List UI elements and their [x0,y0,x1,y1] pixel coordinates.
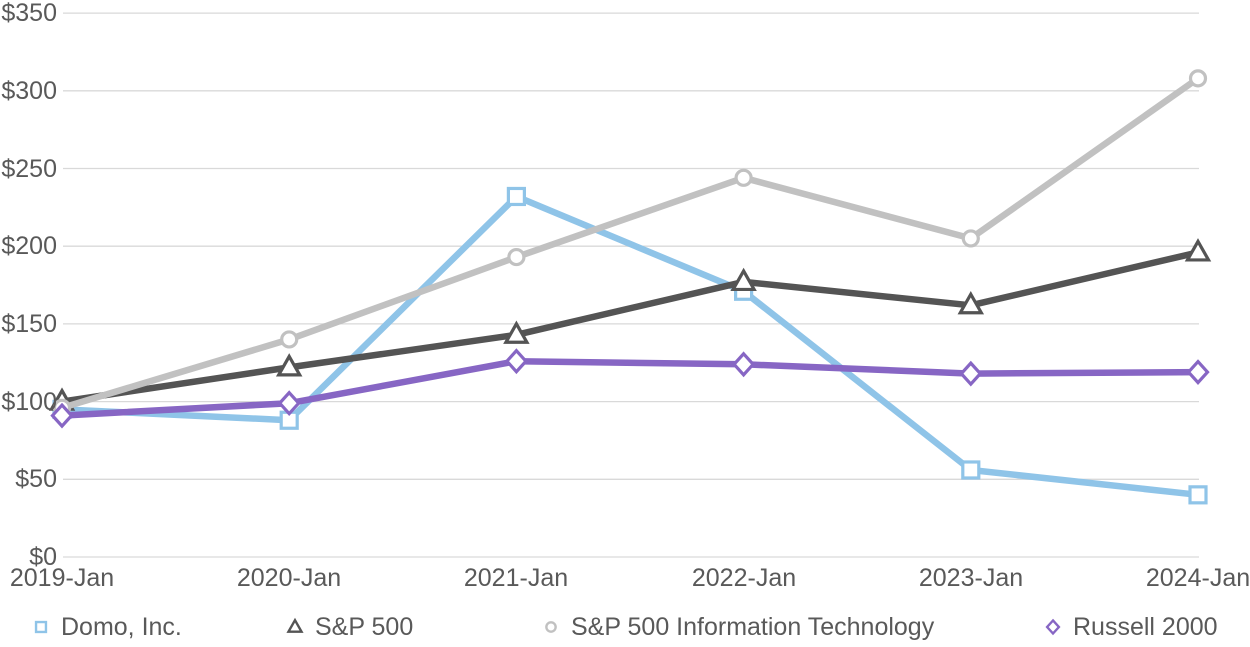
series-line-russell2000 [58,357,1202,419]
data-point-russell2000-2024-Jan [1186,359,1210,385]
data-point-sp500-2023-Jan [957,291,985,315]
y-axis-tick-label: $100 [1,388,57,416]
data-point-russell2000-2021-Jan [504,348,529,375]
y-axis-tick-label: $300 [1,77,57,105]
legend-triangle-glyph [286,617,304,633]
data-point-sp500-it-2023-Jan [961,229,980,248]
data-point-sp500-2022-Jan [730,267,757,292]
legend-square-icon [34,620,48,634]
legend-circle-glyph [545,621,557,633]
x-axis-tick-label: 2021-Jan [463,564,569,592]
x-axis-tick-label: 2019-Jan [9,564,115,592]
data-point-sp500-it-2024-Jan [1188,69,1208,88]
legend-item-russell2000: Russell 2000 [1042,611,1218,643]
legend-label: Domo, Inc. [61,612,182,641]
legend-diamond-glyph [1045,618,1061,636]
series-line-sp500 [58,249,1202,405]
y-axis-tick-label: $150 [1,310,57,338]
data-point-domo-2024-Jan [1188,485,1208,505]
legend-label: S&P 500 Information Technology [571,612,935,641]
data-point-sp500-2020-Jan [275,353,303,377]
data-point-domo-2023-Jan [961,460,981,480]
legend-label: S&P 500 [315,612,414,641]
x-axis-tick-label: 2022-Jan [691,564,797,592]
data-point-russell2000-2023-Jan [959,360,983,387]
y-axis-tick-label: $50 [15,465,57,493]
series-line-domo [58,193,1202,499]
data-point-sp500-2021-Jan [503,320,530,344]
data-point-sp500-it-2020-Jan [280,330,299,349]
legend-item-sp500: S&P 500 [284,611,413,643]
x-axis-tick-label: 2020-Jan [236,564,342,592]
y-axis-tick-label: $350 [1,0,57,27]
legend-triangle-icon [286,617,304,633]
data-point-russell2000-2019-Jan [50,402,74,429]
series-line-sp500-it [58,75,1202,412]
x-axis-tick-label: 2024-Jan [1145,564,1250,592]
legend-diamond-icon [1045,618,1061,636]
data-point-sp500-it-2022-Jan [734,168,753,187]
legend-item-domo: Domo, Inc. [30,611,182,643]
data-point-russell2000-2020-Jan [277,390,301,417]
legend-item-sp500-it: S&P 500 Information Technology [540,611,934,643]
legend-square-glyph [34,620,48,634]
x-axis-tick-label: 2023-Jan [918,564,1024,592]
data-point-russell2000-2022-Jan [731,351,756,378]
y-axis-tick-label: $200 [1,232,57,260]
plot-area [48,12,1212,558]
y-axis-tick-label: $0 [29,543,57,571]
y-axis-tick-label: $250 [1,155,57,183]
legend-label: Russell 2000 [1073,612,1218,641]
legend-circle-icon [545,621,557,633]
data-point-sp500-2024-Jan [1184,238,1212,262]
data-point-domo-2021-Jan [506,186,526,207]
data-point-sp500-it-2021-Jan [507,247,526,267]
